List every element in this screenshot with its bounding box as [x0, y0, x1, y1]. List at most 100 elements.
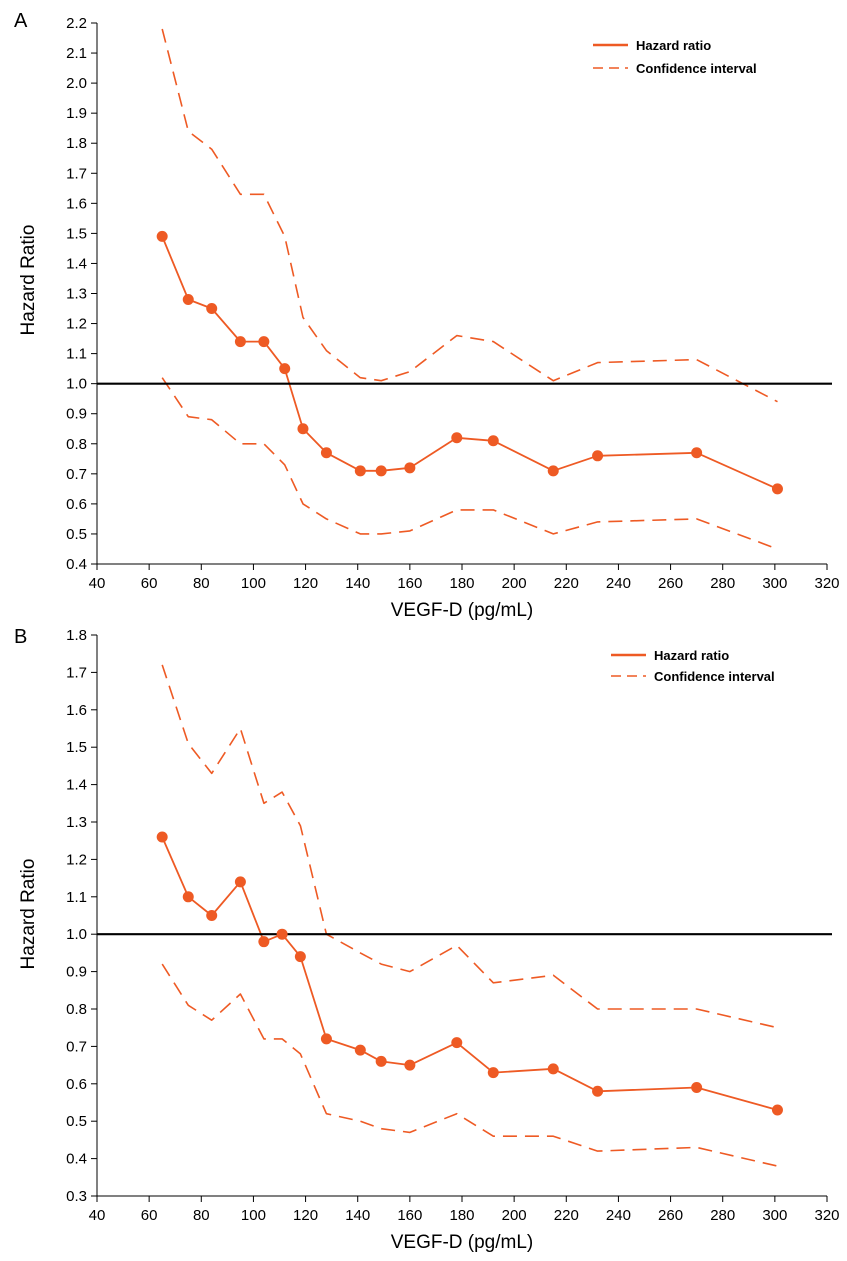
x-tick-label: 240: [606, 1207, 631, 1224]
y-tick-label: 1.8: [66, 627, 87, 644]
confidence-interval-lines: [161, 664, 778, 1167]
hazard-ratio-point: [487, 435, 499, 447]
x-tick-label: 220: [554, 1207, 579, 1224]
x-tick-label: 40: [89, 575, 106, 592]
hazard-ratio-point: [156, 230, 168, 242]
y-tick-label: 0.6: [66, 1076, 87, 1093]
y-tick-label: 2.2: [66, 15, 87, 32]
hazard-ratio-point: [771, 1104, 783, 1116]
hazard-ratio-point: [592, 1085, 604, 1097]
hazard-ratio-point: [297, 423, 309, 435]
hazard-ratio-point: [771, 483, 783, 495]
hazard-ratio-point: [294, 951, 306, 963]
hazard-ratio-line: [161, 236, 778, 490]
x-tick-label: 140: [345, 1207, 370, 1224]
y-tick-label: 1.5: [66, 739, 87, 756]
hazard-ratio-point: [320, 447, 332, 459]
x-tick-label: 300: [762, 1207, 787, 1224]
y-tick-label: 1.7: [66, 165, 87, 182]
x-tick-label: 260: [658, 1207, 683, 1224]
y-axis-title: Hazard Ratio: [18, 225, 39, 336]
y-tick-label: 0.9: [66, 964, 87, 981]
x-axis-title: VEGF-D (pg/mL): [391, 1232, 534, 1253]
y-tick-label: 1.8: [66, 135, 87, 152]
hazard-ratio-point: [691, 447, 703, 459]
x-tick-label: 160: [397, 1207, 422, 1224]
hazard-ratio-point: [206, 303, 218, 315]
axes: 0.3 0.4 0.5 0.6 0.7 0.8 0.9 1.0 1.1 1.2 1.3 1.4 1.5 1…: [66, 627, 839, 1224]
hazard-ratio-point: [182, 294, 194, 306]
hazard-ratio-point: [487, 1067, 499, 1079]
ci-upper-line: [161, 664, 778, 1029]
y-tick-label: 1.6: [66, 702, 87, 719]
hazard-ratio-point: [404, 1059, 416, 1071]
y-tick-label: 2.0: [66, 75, 87, 92]
hazard-ratio-point: [156, 831, 168, 843]
y-tick-label: 0.3: [66, 1188, 87, 1205]
legend-ci-label: Confidence interval: [654, 669, 775, 684]
y-tick-label: 0.6: [66, 496, 87, 513]
x-tick-label: 300: [762, 575, 787, 592]
hazard-ratio-markers: [156, 230, 783, 495]
hazard-ratio-point: [547, 1063, 559, 1075]
hazard-ratio-point: [354, 1044, 366, 1056]
ci-upper-line: [161, 28, 778, 403]
hazard-ratio-point: [234, 336, 246, 348]
legend: Hazard ratio Confidence interval: [611, 648, 775, 684]
y-tick-label: 1.0: [66, 376, 87, 393]
x-tick-label: 320: [814, 575, 839, 592]
x-tick-label: 100: [241, 1207, 266, 1224]
y-tick-label: 0.5: [66, 1113, 87, 1130]
panel-letter: A: [14, 10, 28, 32]
confidence-interval-lines: [161, 28, 778, 550]
y-tick-label: 1.4: [66, 777, 87, 794]
y-tick-label: 0.7: [66, 1038, 87, 1055]
y-tick-label: 0.5: [66, 526, 87, 543]
y-axis-title: Hazard Ratio: [18, 859, 39, 970]
hazard-ratio-point: [354, 465, 366, 477]
x-tick-label: 40: [89, 1207, 106, 1224]
x-tick-label: 280: [710, 575, 735, 592]
hazard-ratio-point: [258, 336, 270, 348]
legend-hazard-label: Hazard ratio: [654, 648, 729, 663]
axes: 0.4 0.5 0.6 0.7 0.8 0.9 1.0 1.1 1.2 1.3 1.4 1.5 1.6 1…: [66, 15, 839, 592]
x-axis-title: VEGF-D (pg/mL): [391, 600, 534, 621]
x-tick-label: 120: [293, 1207, 318, 1224]
hazard-ratio-point: [592, 450, 604, 462]
x-tick-label: 260: [658, 575, 683, 592]
legend: Hazard ratio Confidence interval: [593, 38, 757, 76]
hazard-ratio-line: [161, 836, 778, 1111]
y-tick-label: 1.6: [66, 195, 87, 212]
y-tick-label: 0.8: [66, 1001, 87, 1018]
hazard-ratio-point: [258, 936, 270, 948]
hazard-ratio-point: [451, 432, 463, 444]
panel-letter: B: [14, 626, 27, 648]
y-tick-label: 0.4: [66, 556, 87, 573]
x-tick-label: 80: [193, 575, 210, 592]
y-tick-label: 1.4: [66, 255, 87, 272]
ci-lower-line: [161, 963, 778, 1167]
y-tick-label: 1.3: [66, 286, 87, 303]
y-tick-label: 1.2: [66, 851, 87, 868]
y-tick-label: 1.7: [66, 664, 87, 681]
legend-ci-label: Confidence interval: [636, 61, 757, 76]
y-tick-label: 1.5: [66, 225, 87, 242]
hazard-ratio-point: [320, 1033, 332, 1045]
ci-lower-line: [161, 377, 778, 550]
hazard-ratio-point: [404, 462, 416, 474]
x-tick-label: 120: [293, 575, 318, 592]
hazard-ratio-point: [234, 876, 246, 888]
y-tick-label: 1.0: [66, 926, 87, 943]
y-tick-label: 0.8: [66, 436, 87, 453]
chart-panel-a: A 0.4 0.5 0.6 0.7 0.8 0.9 1.0 1.1 1.2 1.3 1.4 1.5 1.…: [14, 10, 840, 621]
x-tick-label: 60: [141, 1207, 158, 1224]
y-tick-label: 1.9: [66, 105, 87, 122]
hazard-ratio-point: [279, 363, 291, 375]
x-tick-label: 220: [554, 575, 579, 592]
x-tick-label: 140: [345, 575, 370, 592]
y-tick-label: 0.7: [66, 466, 87, 483]
chart-panel-b: B 0.3 0.4 0.5 0.6 0.7 0.8 0.9 1.0 1.1 1.2 1.3 1.4 1.…: [14, 626, 840, 1253]
x-tick-label: 100: [241, 575, 266, 592]
x-tick-label: 60: [141, 575, 158, 592]
